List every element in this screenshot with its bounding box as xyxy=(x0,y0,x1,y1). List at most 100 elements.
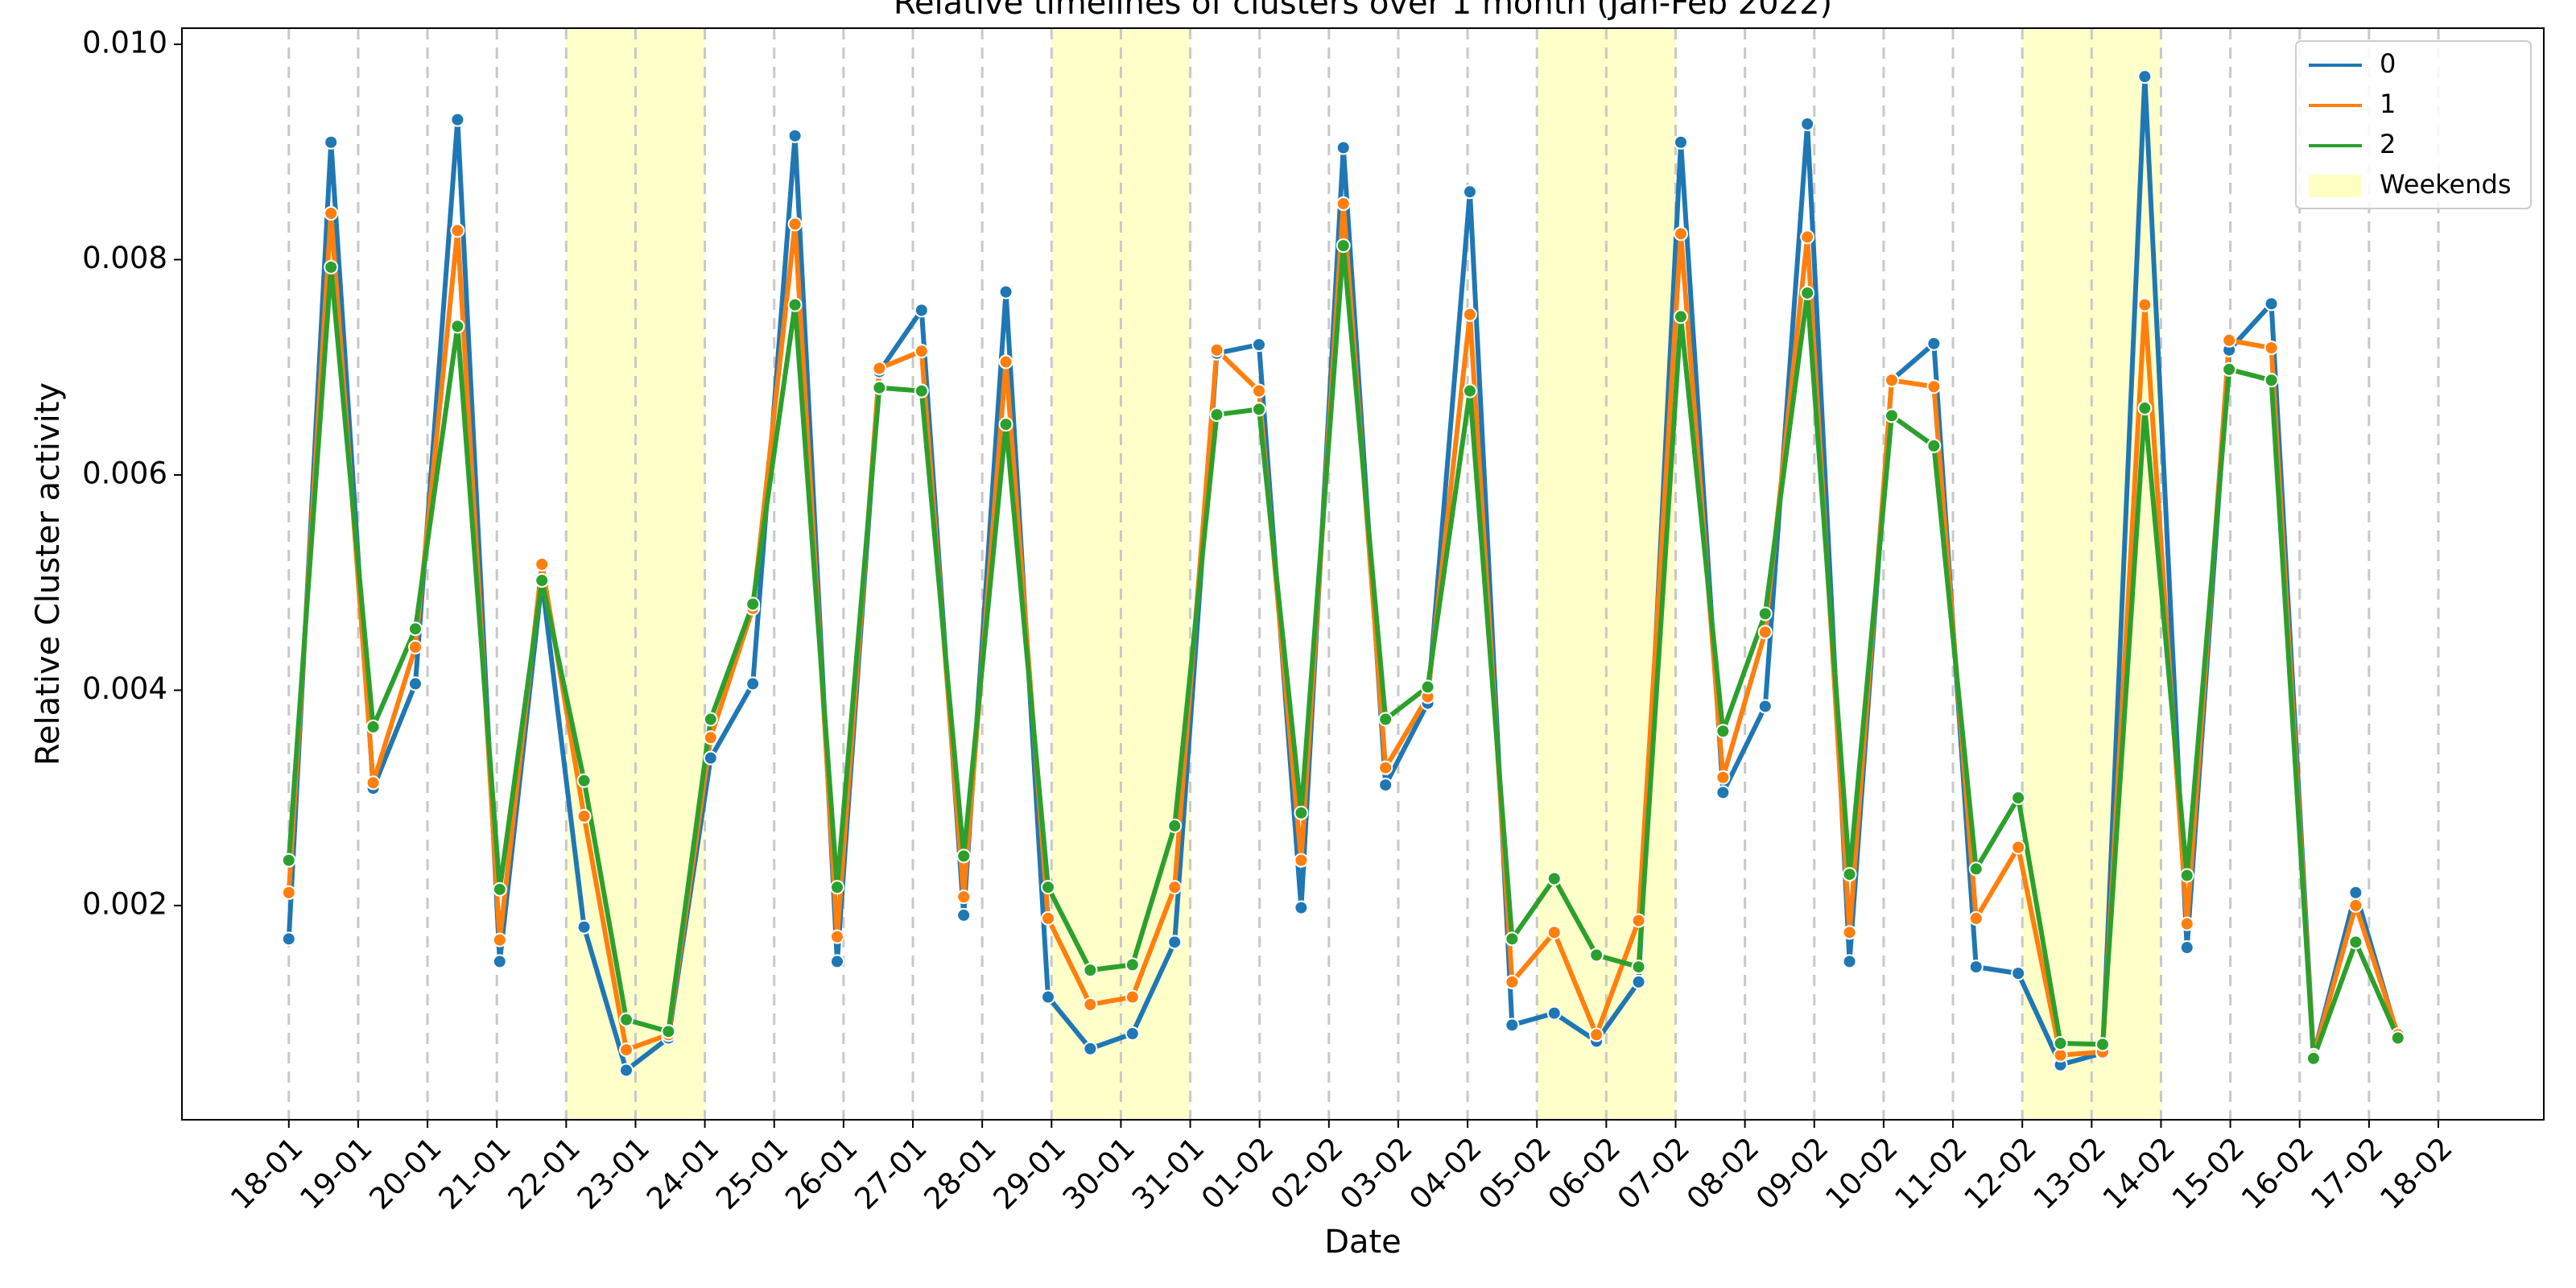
data-point xyxy=(2179,940,2194,956)
data-point xyxy=(407,639,423,654)
x-tick-label: 24-01 xyxy=(640,1130,725,1216)
data-point xyxy=(492,954,507,969)
x-axis-label: Date xyxy=(1324,1224,1402,1261)
data-point xyxy=(1294,852,1309,868)
data-point xyxy=(2179,916,2194,931)
legend-label: Weekends xyxy=(2380,169,2511,200)
data-point xyxy=(1546,1005,1562,1021)
data-point xyxy=(1800,229,1815,245)
data-point xyxy=(1673,309,1688,324)
data-point xyxy=(1673,134,1688,150)
data-point xyxy=(1926,379,1942,394)
data-point xyxy=(1335,196,1351,211)
data-point xyxy=(450,112,465,127)
x-tick-label: 13-02 xyxy=(2027,1130,2112,1216)
data-point xyxy=(576,919,592,935)
data-point xyxy=(1083,1041,1098,1056)
legend-box xyxy=(2295,40,2532,209)
data-point xyxy=(2179,868,2194,883)
data-point xyxy=(1968,861,1984,877)
data-point xyxy=(745,676,761,691)
data-point xyxy=(1968,910,1984,926)
x-tick-label: 16-02 xyxy=(2235,1130,2320,1216)
data-point xyxy=(2053,1036,2068,1051)
data-point xyxy=(1842,925,1857,940)
legend-label: 2 xyxy=(2380,129,2396,159)
data-point xyxy=(1800,117,1815,132)
data-point xyxy=(576,773,592,788)
data-point xyxy=(1378,760,1393,775)
x-tick-label: 20-01 xyxy=(362,1130,448,1216)
data-point xyxy=(1125,989,1140,1005)
data-point xyxy=(998,284,1013,299)
data-point xyxy=(1673,226,1688,242)
data-point xyxy=(1757,699,1773,714)
data-point xyxy=(1505,1018,1520,1033)
data-point xyxy=(1505,931,1520,947)
x-tick-label: 10-02 xyxy=(1818,1130,1904,1216)
y-tick-label: 0.008 xyxy=(82,241,167,275)
data-point xyxy=(1884,408,1899,423)
x-tick-label: 03-02 xyxy=(1333,1130,1418,1216)
data-point xyxy=(1040,989,1055,1005)
data-point xyxy=(2137,69,2153,85)
x-tick-label: 18-02 xyxy=(2373,1130,2458,1216)
data-point xyxy=(1251,402,1266,417)
data-point xyxy=(1462,184,1477,200)
data-point xyxy=(2011,840,2026,855)
data-point xyxy=(2348,935,2363,950)
data-point xyxy=(1589,1027,1604,1042)
data-point xyxy=(1631,974,1646,989)
data-point xyxy=(1968,960,1984,975)
x-tick-label: 26-01 xyxy=(778,1130,864,1216)
data-point xyxy=(492,932,507,947)
x-tick-label: 15-02 xyxy=(2165,1130,2251,1216)
data-point xyxy=(1715,785,1731,800)
data-point xyxy=(1715,770,1731,785)
data-point xyxy=(1167,935,1183,950)
data-point xyxy=(281,885,296,900)
data-point xyxy=(1294,900,1309,915)
data-point xyxy=(1505,974,1520,989)
data-point xyxy=(956,907,972,923)
data-point xyxy=(998,417,1013,432)
data-point xyxy=(1040,880,1055,895)
x-tick-label: 30-01 xyxy=(1056,1130,1141,1216)
data-point xyxy=(2264,341,2279,356)
x-tick-label: 11-02 xyxy=(1888,1130,1973,1216)
data-point xyxy=(2264,296,2279,312)
data-point xyxy=(1800,285,1815,300)
data-point xyxy=(956,848,972,864)
data-point xyxy=(618,1063,634,1078)
data-point xyxy=(1842,867,1857,882)
x-tick-label: 23-01 xyxy=(571,1130,656,1216)
x-tick-label: 19-01 xyxy=(293,1130,378,1216)
data-point xyxy=(281,931,296,947)
y-tick-label: 0.010 xyxy=(82,26,167,60)
data-point xyxy=(1209,342,1224,357)
data-point xyxy=(1884,373,1899,388)
x-tick-label: 25-01 xyxy=(709,1130,795,1216)
chart-title: Relative timelines of clusters over 1 mo… xyxy=(894,0,1832,22)
data-point xyxy=(450,223,465,238)
data-point xyxy=(2011,966,2026,981)
data-point xyxy=(1842,954,1857,969)
data-point xyxy=(365,719,381,734)
data-point xyxy=(998,354,1013,369)
data-point xyxy=(450,319,465,334)
data-point xyxy=(829,929,844,944)
data-point xyxy=(703,712,718,727)
data-point xyxy=(1125,957,1140,972)
data-point xyxy=(407,676,423,691)
data-point xyxy=(2264,373,2279,388)
x-tick-label: 06-02 xyxy=(1542,1130,1627,1216)
data-point xyxy=(1715,724,1731,739)
data-point xyxy=(2095,1037,2110,1052)
legend-label: 0 xyxy=(2380,48,2396,79)
data-point xyxy=(324,206,339,221)
data-point xyxy=(703,730,718,745)
data-point xyxy=(1378,778,1393,793)
data-point xyxy=(914,344,929,359)
